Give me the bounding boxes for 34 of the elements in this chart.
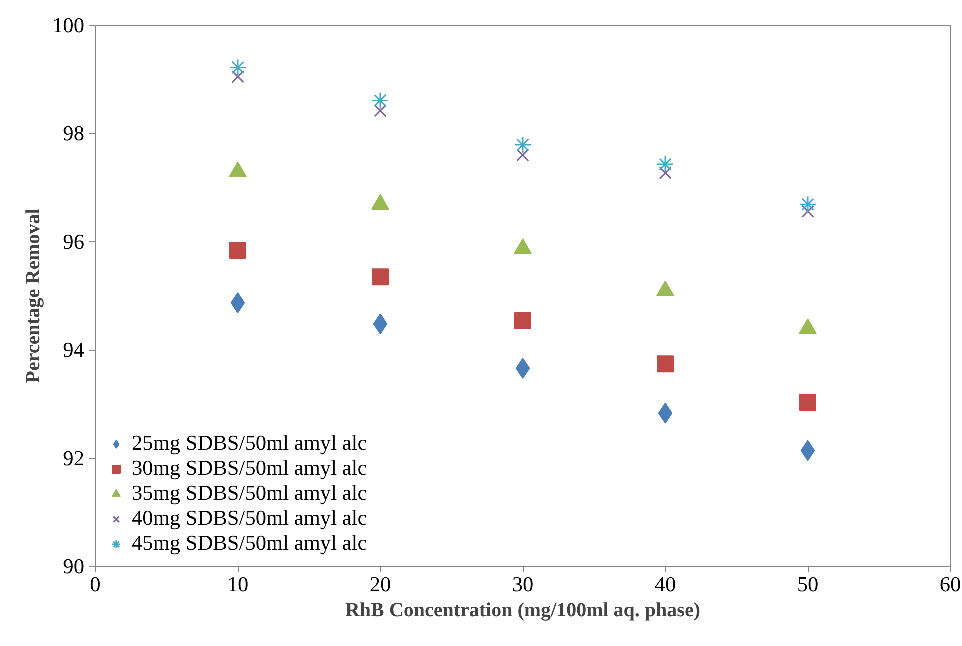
legend-label: 30mg SDBS/50ml amyl alc (132, 456, 368, 481)
x-axis-title: RhB Concentration (mg/100ml aq. phase) (345, 600, 701, 622)
y-tick-label: 98 (63, 122, 84, 146)
point (800, 394, 816, 412)
y-tick-label: 92 (63, 446, 84, 470)
point (372, 268, 389, 286)
y-axis-title: Percentage Removal (22, 208, 45, 384)
point (657, 356, 674, 373)
point (232, 70, 244, 84)
y-tick-label: 100 (52, 14, 85, 38)
x-tick-label: 60 (940, 572, 962, 596)
point (656, 156, 674, 174)
x-tick-label: 40 (654, 572, 676, 596)
legend-label: 35mg SDBS/50ml amyl alc (132, 481, 368, 506)
point (516, 148, 530, 162)
point (229, 58, 247, 76)
x-tick-label: 0 (90, 572, 101, 596)
legend-label: 45mg SDBS/50ml amyl alc (132, 531, 368, 556)
y-tick-label: 90 (63, 554, 84, 578)
point (374, 104, 387, 118)
x-tick-label: 50 (797, 572, 819, 596)
y-tick-label: 94 (63, 338, 85, 362)
point (659, 166, 672, 180)
x-tick-label: 10 (227, 572, 249, 596)
point (372, 92, 390, 110)
legend-label: 40mg SDBS/50ml amyl alc (132, 506, 368, 531)
y-tick-label: 96 (63, 230, 85, 254)
point (230, 242, 246, 260)
legend-label: 25mg SDBS/50ml amyl alc (132, 431, 368, 456)
point (514, 136, 532, 154)
x-tick-label: 30 (512, 572, 534, 596)
point (799, 196, 817, 214)
x-tick-label: 20 (370, 572, 392, 596)
point (514, 312, 532, 330)
